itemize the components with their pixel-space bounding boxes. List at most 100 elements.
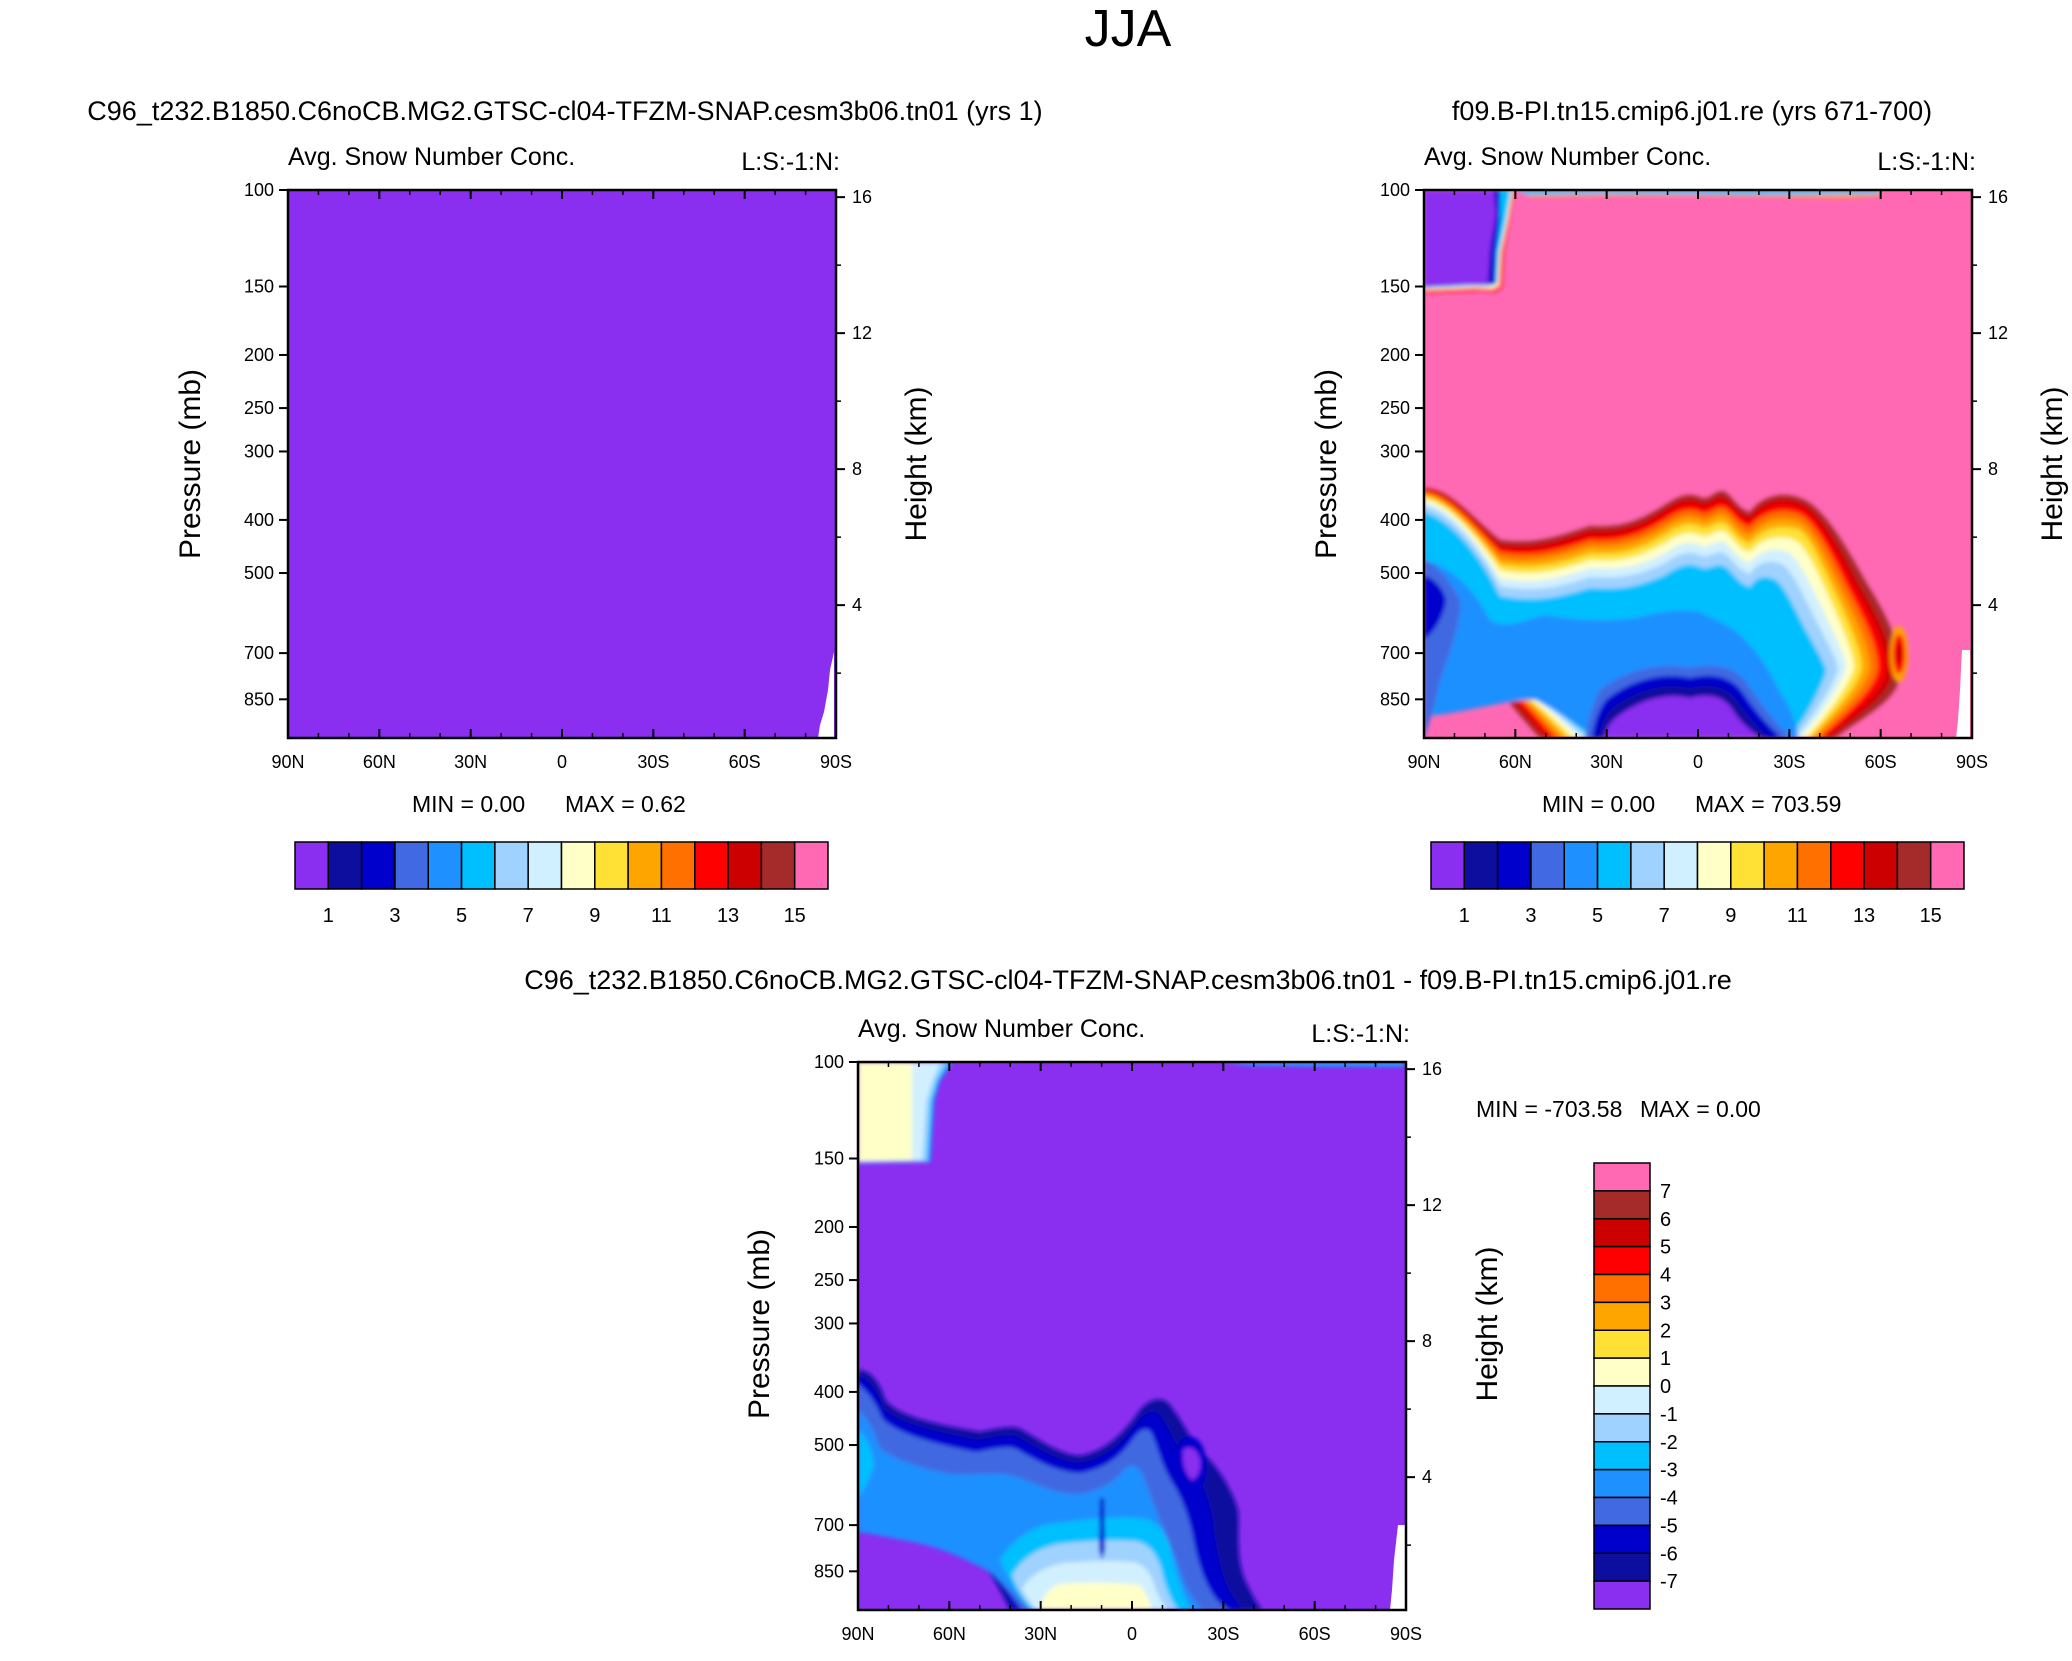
y2-axis-label-diff: Height (km) [1471,1246,1504,1401]
p-tick-label: 200 [244,345,274,365]
h-tick-label: 4 [1422,1467,1432,1487]
colorbar-swatch [1796,841,1832,890]
colorbar-swatch [1563,841,1599,890]
p-tick-label: 700 [1380,643,1410,663]
p-tick-label: 400 [814,1382,844,1402]
p-tick-label: 500 [814,1435,844,1455]
x-tick-label: 0 [557,752,567,772]
colorbar-label: 0 [1660,1376,1671,1398]
p-tick-label: 300 [1380,441,1410,461]
min-label-right: MIN = 0.00 [1542,791,1655,817]
h-tick-label: 4 [1988,595,1998,615]
colorbar-label: 13 [1853,905,1875,927]
colorbar-swatch [1593,1190,1651,1220]
p-tick-label: 850 [244,689,274,709]
p-tick-label: 250 [244,398,274,418]
panel-diff: C96_t232.B1850.C6noCB.MG2.GTSC-cl04-TFZM… [524,965,1761,1644]
p-tick-label: 100 [244,180,274,200]
colorbar-label: 2 [1660,1320,1671,1342]
colorbar-label: -1 [1660,1404,1678,1426]
colorbar-label: 13 [717,905,739,927]
colorbar-label: 3 [1660,1292,1671,1314]
colorbar-swatch [1663,841,1699,890]
x-tick-label: 30N [454,752,487,772]
contour-band [1099,1498,1105,1560]
colorbar-label: 11 [651,905,672,927]
x-tick-label: 30N [1590,752,1623,772]
h-tick-label: 8 [852,459,862,479]
colorbar-swatch [1593,1580,1651,1610]
colorbar-swatch [1830,841,1865,890]
colorbar-swatch [1593,1357,1651,1387]
colorbar-label: 1 [323,905,334,927]
colorbar-swatch [1593,1552,1651,1582]
colorbar-swatch [1596,841,1632,890]
contour-layers [858,1062,1404,1610]
colorbar-swatch [394,841,429,890]
x-tick-label: 60S [1865,752,1897,772]
contour-field-diff [858,1062,1406,1610]
p-tick-label: 850 [1380,689,1410,709]
colorbar-swatch [1929,841,1965,890]
colorbar-label: -6 [1660,1543,1678,1565]
p-tick-label: 200 [1380,345,1410,365]
colorbar-diff: 7 6 5 4 3 2 1 0 -1 -2 -3 -4 -5 -6 -7 [1593,1162,1678,1610]
contour-field-right [1424,190,1972,738]
contour-field-left [288,190,836,738]
colorbar-label: 15 [784,905,806,927]
min-label-left: MIN = 0.00 [412,791,525,817]
colorbar-swatch [1593,1441,1651,1471]
p-tick-label: 500 [244,563,274,583]
colorbar-left: 1 3 5 7 9 11 13 15 [294,841,829,927]
p-tick-label: 150 [814,1148,844,1168]
axes-right: 90N 60N 30N 0 30S 60S 90S 100 150 200 250 300 400 500… [1380,180,2008,772]
x-tick-label: 90S [820,752,852,772]
p-tick-label: 850 [814,1561,844,1581]
colorbar-swatch [727,841,763,890]
p-tick-label: 150 [1380,276,1410,296]
colorbar-swatch [594,841,629,890]
colorbar-swatch [1593,1218,1651,1248]
p-tick-label: 250 [814,1270,844,1290]
colorbar-label: 9 [589,905,600,927]
x-tick-label: 0 [1127,1624,1137,1644]
colorbar-swatch [1896,841,1932,890]
x-tick-label: 30S [637,752,669,772]
colorbar-swatch [694,841,729,890]
h-tick-label: 12 [1422,1195,1442,1215]
colorbar-label: -7 [1660,1571,1678,1593]
colorbar-label: 7 [1659,905,1670,927]
h-tick-label: 4 [852,595,862,615]
contour-layers [1424,190,1908,738]
x-tick-label: 60N [933,1624,966,1644]
colorbar-right: 1 3 5 7 9 11 13 15 [1430,841,1965,927]
run-title-right: f09.B-PI.tn15.cmip6.j01.re (yrs 671-700) [1452,96,1932,126]
p-tick-label: 100 [1380,180,1410,200]
contour-band [1040,1582,1152,1610]
colorbar-swatch [1593,1245,1651,1276]
colorbar-swatch [560,841,596,890]
colorbar-label: 1 [1660,1348,1671,1370]
colorbar-label: 3 [1525,905,1536,927]
panel-left: C96_t232.B1850.C6noCB.MG2.GTSC-cl04-TFZM… [87,96,1042,927]
colorbar-swatch [1593,1329,1651,1359]
x-tick-label: 30N [1024,1624,1057,1644]
plot-title-diff: Avg. Snow Number Conc. [858,1015,1145,1043]
h-tick-label: 16 [1988,187,2008,207]
p-tick-label: 300 [814,1313,844,1333]
contour-band [858,1062,912,1161]
p-tick-label: 400 [244,510,274,530]
y2-axis-label-right: Height (km) [2036,386,2069,541]
colorbar-swatch [460,841,496,890]
colorbar-swatch [1593,1385,1651,1415]
contour-band [1183,1447,1201,1480]
contour-band [1424,190,1496,286]
p-tick-label: 100 [814,1052,844,1072]
run-title-left: C96_t232.B1850.C6noCB.MG2.GTSC-cl04-TFZM… [87,96,1042,126]
x-tick-label: 60N [1499,752,1532,772]
x-tick-label: 30S [1207,1624,1239,1644]
colorbar-swatch [627,841,663,890]
colorbar-swatch [527,841,563,890]
colorbar-swatch [1593,1301,1651,1331]
